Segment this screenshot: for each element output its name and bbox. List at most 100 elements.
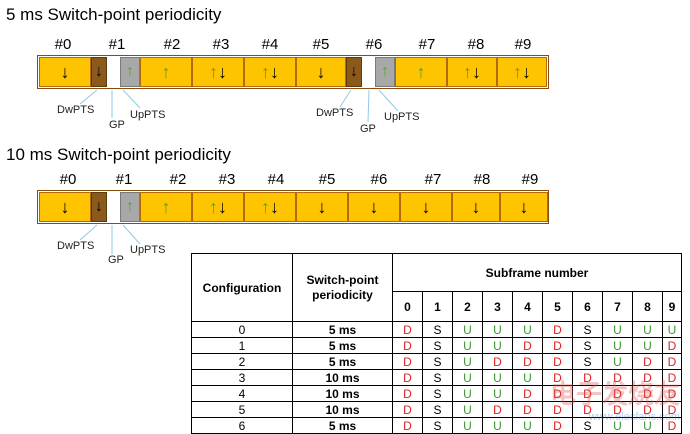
header-periodicity: Switch-point periodicity xyxy=(292,253,393,322)
dwpts-block-6: ↓ xyxy=(346,57,362,87)
subframe-cell: S xyxy=(572,337,603,354)
subframe-number-4: #4 xyxy=(267,171,285,188)
subframe-cell: D xyxy=(512,401,543,418)
dwpts-block-1: ↓ xyxy=(91,57,107,87)
callout-lines xyxy=(79,89,399,254)
subframe-cell: D xyxy=(632,353,663,370)
dwpts-label-b: DwPTS xyxy=(316,107,354,119)
subframe-cell: U xyxy=(452,369,483,386)
subframe-6: ↓ xyxy=(348,192,400,222)
subframe-number-2: #2 xyxy=(169,171,187,188)
subframe-2: ↑ xyxy=(140,192,192,222)
uplink-arrow-icon: ↑ xyxy=(209,196,218,217)
config-cell: 4 xyxy=(191,385,293,402)
subframe-number-6: #6 xyxy=(365,36,383,53)
subframe-cell: D xyxy=(392,385,423,402)
dwpts-block-1: ↓ xyxy=(91,192,107,222)
uplink-arrow-icon: ↑ xyxy=(463,61,472,82)
periodicity-cell: 10 ms xyxy=(292,369,393,386)
subframe-number-9: #9 xyxy=(521,171,539,188)
subframe-number-1: #1 xyxy=(108,36,126,53)
subframe-number-0: #0 xyxy=(54,36,72,53)
subframe-cell: D xyxy=(482,353,513,370)
uplink-arrow-icon: ↑ xyxy=(381,63,389,80)
subframe-col-5: 5 xyxy=(542,291,573,322)
subframe-cell: S xyxy=(572,321,603,338)
subframe-cell: S xyxy=(422,385,453,402)
subframe-cell: S xyxy=(422,401,453,418)
downlink-arrow-icon: ↓ xyxy=(317,196,327,217)
subframe-number-3: #3 xyxy=(212,36,230,53)
subframe-col-9: 9 xyxy=(662,291,682,322)
periodicity-cell: 10 ms xyxy=(292,401,393,418)
subframe-7: ↓ xyxy=(400,192,452,222)
callout-uppts-a xyxy=(122,89,141,109)
callout-dwpts-a xyxy=(79,89,98,105)
subframe-cell: U xyxy=(602,353,633,370)
subframe-col-7: 7 xyxy=(602,291,633,322)
downlink-arrow-icon: ↓ xyxy=(270,196,279,217)
callout-uppts-b xyxy=(378,89,399,112)
downlink-arrow-icon: ↓ xyxy=(522,61,531,82)
subframe-cell: U xyxy=(482,417,513,434)
subframe-cell: U xyxy=(512,321,543,338)
dwpts-label-10ms: DwPTS xyxy=(57,240,95,252)
subframe-cell: U xyxy=(452,337,483,354)
gp-label-b: GP xyxy=(360,123,376,135)
periodicity-cell: 5 ms xyxy=(292,417,393,434)
gp-label-a: GP xyxy=(109,119,125,131)
subframe-cell: D xyxy=(392,337,423,354)
downlink-arrow-icon: ↓ xyxy=(316,61,326,82)
subframe-cell: D xyxy=(542,353,573,370)
config-cell: 6 xyxy=(191,417,293,434)
title-5ms: 5 ms Switch-point periodicity xyxy=(6,5,222,24)
subframe-8: ↑ ↓ xyxy=(447,57,497,87)
subframe-cell: S xyxy=(422,321,453,338)
downlink-arrow-icon: ↓ xyxy=(95,198,103,215)
subframe-cell: D xyxy=(392,321,423,338)
subframe-cell: U xyxy=(482,337,513,354)
subframe-number-8: #8 xyxy=(473,171,491,188)
periodicity-cell: 5 ms xyxy=(292,321,393,338)
config-cell: 3 xyxy=(191,369,293,386)
subframe-8: ↓ xyxy=(452,192,500,222)
uplink-arrow-icon: ↑ xyxy=(261,61,270,82)
subframe-5: ↓ xyxy=(296,57,346,87)
callout-dwpts-10ms xyxy=(79,224,98,241)
subframe-number-7: #7 xyxy=(424,171,442,188)
downlink-arrow-icon: ↓ xyxy=(519,196,529,217)
subframe-4: ↑ ↓ xyxy=(244,57,296,87)
table-row: 4 10 ms D S U U D D D D D D xyxy=(191,385,682,402)
config-cell: 0 xyxy=(191,321,293,338)
subframe-col-3: 3 xyxy=(482,291,513,322)
uplink-arrow-icon: ↑ xyxy=(416,61,426,82)
subframe-3: ↑ ↓ xyxy=(192,57,244,87)
subframe-col-8: 8 xyxy=(632,291,663,322)
subframe-number-5: #5 xyxy=(318,171,336,188)
subframe-4: ↑ ↓ xyxy=(244,192,296,222)
subframe-cell: S xyxy=(422,337,453,354)
uplink-arrow-icon: ↑ xyxy=(126,198,134,215)
downlink-arrow-icon: ↓ xyxy=(350,63,358,80)
dwpts-label-a: DwPTS xyxy=(57,104,95,116)
subframe-col-4: 4 xyxy=(512,291,543,322)
frame-5ms: ↓ ↓ ↑ ↑ ↑ ↓ ↑ ↓ ↓ ↓ ↑ ↑ ↑ ↓ ↑ ↓ xyxy=(37,55,549,89)
frame-10ms: ↓ ↓ ↑ ↑ ↑ ↓ ↑ ↓ ↓ ↓ ↓ ↓ ↓ xyxy=(37,190,549,224)
subframe-cell: U xyxy=(482,385,513,402)
subframe-cell: D xyxy=(662,353,682,370)
downlink-arrow-icon: ↓ xyxy=(95,63,103,80)
subframe-0: ↓ xyxy=(39,192,91,222)
downlink-arrow-icon: ↓ xyxy=(218,61,227,82)
subframe-number-8: #8 xyxy=(467,36,485,53)
watermark-cn: 电子发烧友 xyxy=(549,379,680,409)
config-cell: 1 xyxy=(191,337,293,354)
header-configuration: Configuration xyxy=(191,253,293,322)
callout-uppts-10ms xyxy=(122,224,141,245)
uppts-block-1: ↑ xyxy=(120,192,140,222)
subframe-cell: U xyxy=(452,321,483,338)
watermark-url: www.elecfans.com xyxy=(588,411,680,423)
subframe-number-4: #4 xyxy=(261,36,279,53)
